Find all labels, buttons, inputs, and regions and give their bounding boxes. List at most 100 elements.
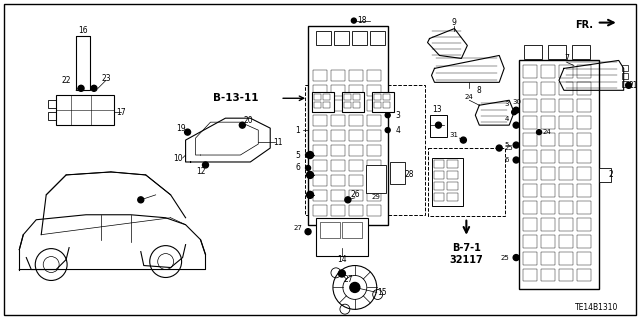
Bar xyxy=(541,116,555,129)
Bar xyxy=(76,35,90,90)
Text: 27: 27 xyxy=(343,275,353,284)
Bar xyxy=(383,94,390,100)
Bar xyxy=(367,100,381,111)
Circle shape xyxy=(184,129,191,135)
Circle shape xyxy=(307,152,314,159)
Bar xyxy=(367,130,381,141)
Text: 4: 4 xyxy=(505,116,509,122)
Text: 13: 13 xyxy=(433,105,442,114)
Bar xyxy=(349,70,363,81)
Bar xyxy=(577,252,591,264)
Text: 32117: 32117 xyxy=(449,255,483,264)
Text: 3: 3 xyxy=(505,101,509,107)
Bar xyxy=(367,175,381,186)
Bar xyxy=(353,94,360,100)
Bar xyxy=(559,99,573,112)
Text: 6: 6 xyxy=(295,163,300,173)
Bar xyxy=(349,85,363,96)
Text: 1: 1 xyxy=(295,126,300,135)
Bar xyxy=(316,218,368,256)
Circle shape xyxy=(91,85,97,91)
Bar xyxy=(367,85,381,96)
Bar xyxy=(314,102,321,108)
Circle shape xyxy=(78,85,84,91)
Bar xyxy=(349,130,363,141)
Circle shape xyxy=(239,122,245,128)
Text: TE14B1310: TE14B1310 xyxy=(575,303,619,312)
Text: 4: 4 xyxy=(396,126,400,135)
Bar xyxy=(313,145,327,156)
Text: 6: 6 xyxy=(505,157,509,163)
Bar xyxy=(541,269,555,281)
Bar xyxy=(572,46,590,59)
Bar xyxy=(519,60,599,289)
Circle shape xyxy=(536,130,541,135)
Bar xyxy=(367,145,381,156)
Circle shape xyxy=(202,162,209,168)
Bar xyxy=(541,82,555,95)
Text: 24: 24 xyxy=(543,129,552,135)
Bar xyxy=(349,145,363,156)
Bar xyxy=(599,168,611,182)
Bar xyxy=(523,65,537,78)
Bar xyxy=(353,102,360,108)
Bar xyxy=(577,150,591,163)
Circle shape xyxy=(496,145,502,151)
Bar xyxy=(313,205,327,216)
Bar xyxy=(331,175,345,186)
Circle shape xyxy=(305,166,310,170)
Bar xyxy=(523,167,537,180)
Circle shape xyxy=(350,282,360,293)
Bar xyxy=(541,184,555,197)
Circle shape xyxy=(351,18,356,23)
Bar xyxy=(428,148,505,216)
Bar xyxy=(342,222,362,238)
Bar xyxy=(548,46,566,59)
Bar xyxy=(367,70,381,81)
Bar xyxy=(559,201,573,214)
Bar xyxy=(559,235,573,248)
Bar xyxy=(349,175,363,186)
Circle shape xyxy=(513,157,519,163)
Circle shape xyxy=(339,270,346,277)
Bar xyxy=(577,201,591,214)
Text: 29: 29 xyxy=(371,194,380,200)
Bar xyxy=(523,252,537,264)
Text: 21: 21 xyxy=(629,81,638,90)
Bar xyxy=(349,100,363,111)
Bar xyxy=(621,65,628,71)
Bar xyxy=(559,252,573,264)
Circle shape xyxy=(307,171,314,178)
Bar xyxy=(331,130,345,141)
Text: B-7-1: B-7-1 xyxy=(452,243,481,253)
Bar xyxy=(313,85,327,96)
Text: 5: 5 xyxy=(505,142,509,148)
Bar xyxy=(523,235,537,248)
Circle shape xyxy=(138,197,144,203)
Bar xyxy=(541,99,555,112)
Bar xyxy=(621,81,628,87)
Bar xyxy=(331,100,345,111)
Text: 25: 25 xyxy=(500,255,509,261)
Text: 10: 10 xyxy=(173,153,182,162)
Circle shape xyxy=(513,122,519,128)
Bar xyxy=(313,175,327,186)
Circle shape xyxy=(511,110,516,115)
Bar xyxy=(313,100,327,111)
Text: 16: 16 xyxy=(78,26,88,35)
Bar xyxy=(541,252,555,264)
Bar xyxy=(523,99,537,112)
Bar xyxy=(523,133,537,146)
Text: 14: 14 xyxy=(337,255,347,264)
Text: FR.: FR. xyxy=(575,19,593,30)
Circle shape xyxy=(385,113,390,118)
Bar xyxy=(433,182,444,190)
Bar xyxy=(313,115,327,126)
Bar xyxy=(320,222,340,238)
Bar xyxy=(559,269,573,281)
Circle shape xyxy=(305,152,310,158)
Text: 7: 7 xyxy=(564,54,570,63)
Text: 28: 28 xyxy=(405,170,414,179)
Bar xyxy=(447,171,458,179)
Bar xyxy=(523,82,537,95)
